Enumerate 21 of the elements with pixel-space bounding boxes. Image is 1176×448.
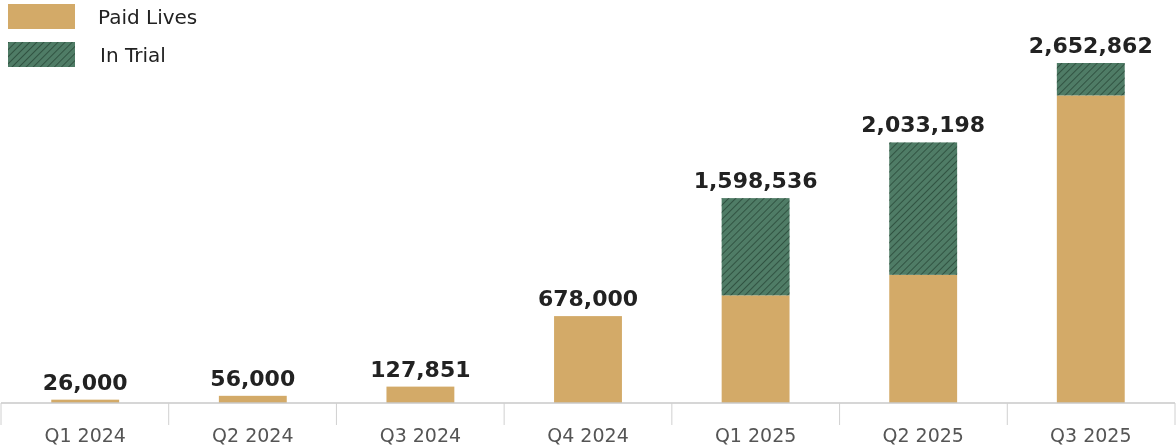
x-tick-label: Q3 2025 <box>1050 424 1132 446</box>
data-label: 678,000 <box>537 286 639 312</box>
x-tick-label: Q2 2025 <box>882 424 964 446</box>
x-tick-label: Q2 2024 <box>212 424 294 446</box>
bar <box>889 274 958 403</box>
x-tick-label: Q3 2024 <box>379 424 462 446</box>
data-label: 127,851 <box>370 356 471 382</box>
bar <box>1056 95 1125 403</box>
bar <box>721 295 790 403</box>
total-label: 2,033,198 <box>861 112 986 138</box>
x-tick-label: Q4 2024 <box>547 424 629 446</box>
data-label: 26,000 <box>42 369 128 395</box>
bar <box>386 386 455 403</box>
x-tick-label: Q1 2025 <box>714 424 797 446</box>
total-label: 1,598,536 <box>693 168 818 194</box>
total-label: 2,652,862 <box>1028 33 1153 58</box>
x-tick-label: Q1 2024 <box>44 424 126 446</box>
bar <box>554 316 622 403</box>
legend-label: In Trial <box>100 43 166 67</box>
legend-label: Paid Lives <box>98 5 198 29</box>
data-label: 56,000 <box>210 365 296 391</box>
